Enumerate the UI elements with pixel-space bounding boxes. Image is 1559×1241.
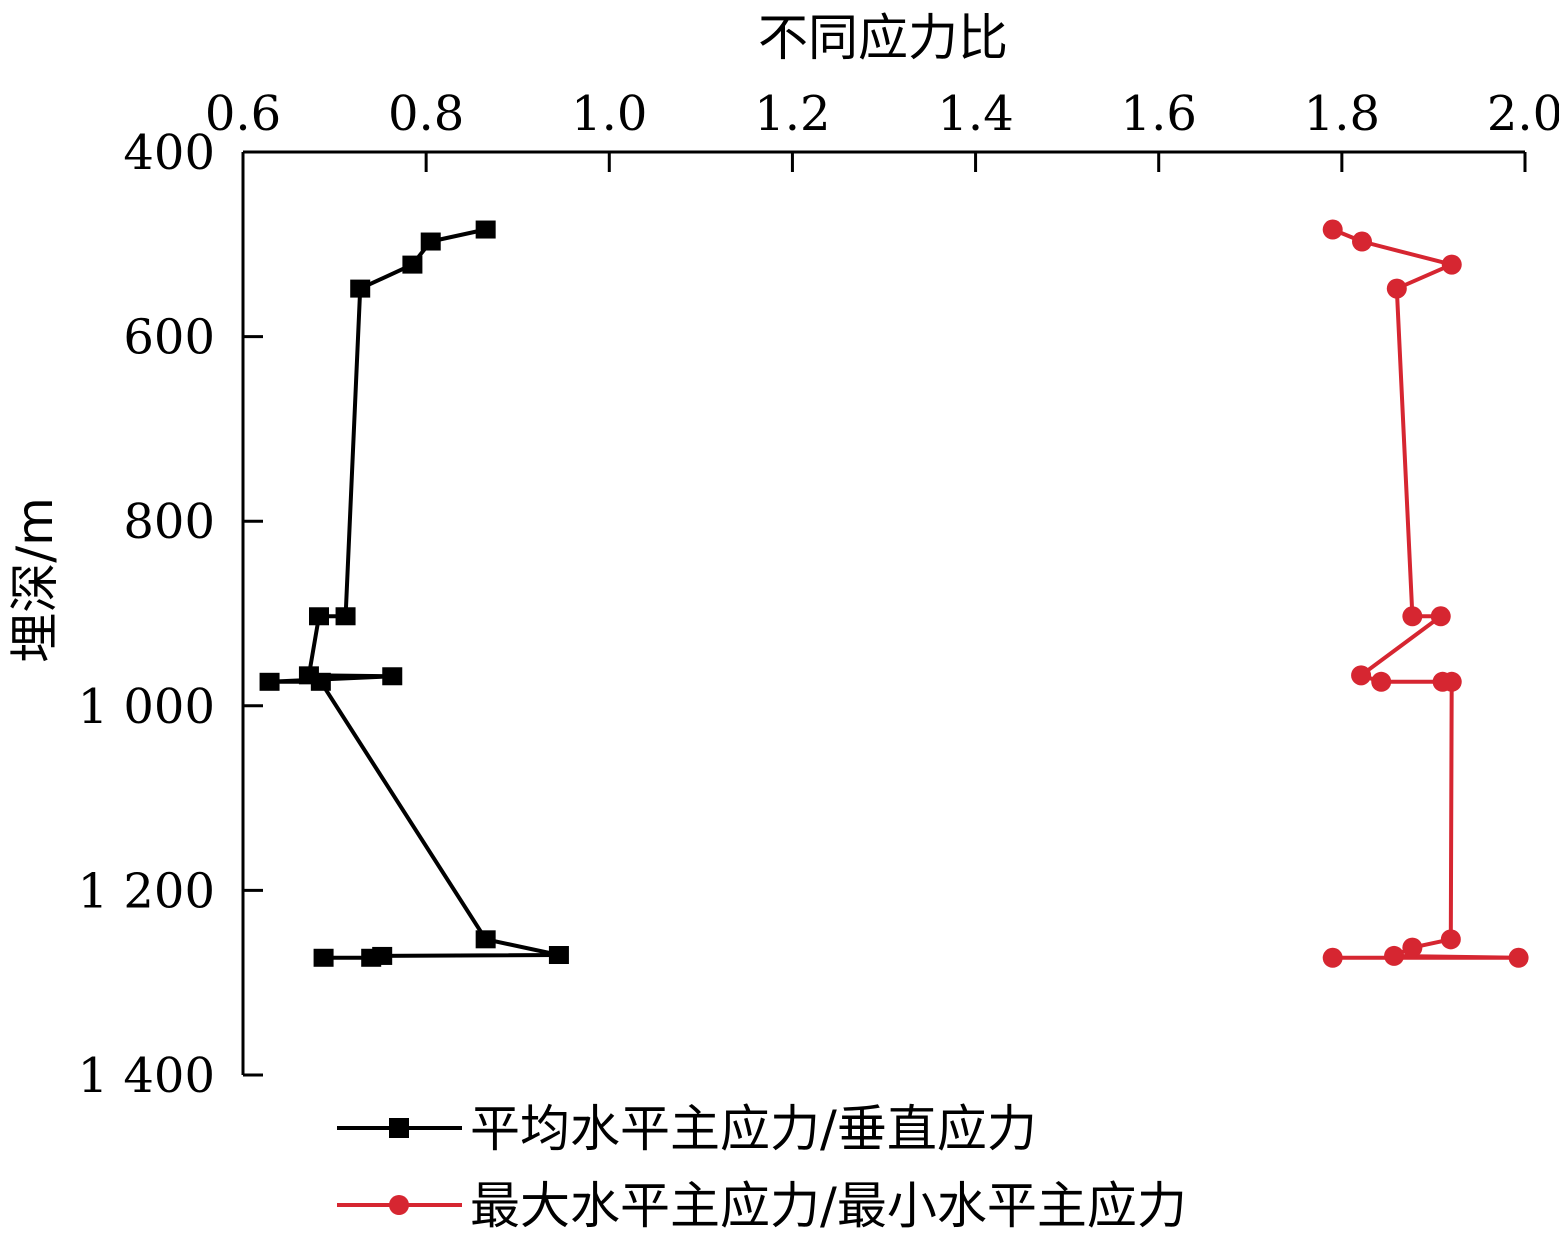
data-point-circle [1322,947,1343,968]
x-tick-label: 0.8 [388,86,464,142]
axes: 0.6 0.8 1.0 1.2 1.4 1.6 1.8 2.0 400 600 800 1 000 1 … [78,86,1559,1104]
data-point-square [350,279,371,298]
data-point-square [382,667,403,686]
x-axis-title: 不同应力比 [758,9,1008,67]
data-point-circle [1351,665,1372,686]
series-line [1331,227,1521,960]
data-point-circle [1402,606,1423,627]
data-point-circle [1371,671,1392,692]
y-axis-title: 埋深/m [6,497,64,663]
data-point-square [313,948,334,967]
legend-label-series-2: 最大水平主应力/最小水平主应力 [470,1177,1187,1235]
data-point-circle [1384,945,1405,966]
data-point-square [420,232,441,251]
x-tick-label: 1.2 [754,86,830,142]
data-point-square [402,255,423,274]
data-point-square [475,220,496,239]
legend-item-series-2: 最大水平主应力/最小水平主应力 [337,1177,1187,1235]
x-tick-label: 0.6 [205,86,281,142]
x-tick-label: 1.6 [1121,86,1197,142]
data-point-square [335,607,356,626]
data-point-circle [1441,254,1462,275]
legend-item-series-1: 平均水平主应力/垂直应力 [337,1100,1037,1158]
data-point-circle [1508,947,1529,968]
data-point-square [309,607,330,626]
series-line [267,227,561,960]
x-tick-label: 2.0 [1487,86,1559,142]
data-point-circle [1430,606,1451,627]
y-tick-label: 1 400 [78,1048,215,1104]
legend-marker-circle [389,1195,409,1215]
data-point-square [361,948,382,967]
y-tick-label: 1 000 [78,679,215,735]
data-point-square [310,672,331,691]
data-point-circle [1386,278,1407,299]
series-layer [259,219,1529,968]
data-point-circle [1402,937,1423,958]
legend-marker-square [389,1118,409,1138]
y-tick-label: 1 200 [78,863,215,919]
x-tick-label: 1.0 [571,86,647,142]
legend-label-series-1: 平均水平主应力/垂直应力 [470,1100,1037,1158]
data-point-circle [1352,231,1373,252]
data-point-square [548,946,569,965]
data-point-square [259,672,280,691]
data-point-circle [1441,671,1462,692]
y-tick-label: 600 [123,310,215,366]
y-tick-label: 400 [123,125,215,181]
legend: 平均水平主应力/垂直应力 最大水平主应力/最小水平主应力 [337,1100,1187,1235]
data-point-circle [1440,929,1461,950]
y-tick-label: 800 [123,494,215,550]
series-2 [1322,219,1529,968]
data-point-circle [1322,219,1343,240]
x-tick-label: 1.8 [1304,86,1380,142]
x-tick-label: 1.4 [937,86,1013,142]
series-1 [259,220,569,967]
data-point-square [475,930,496,949]
